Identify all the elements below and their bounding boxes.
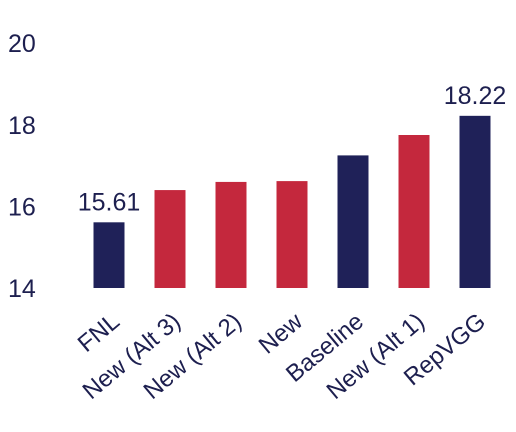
- bar: [276, 181, 308, 288]
- y-axis-tick-labels: 14 16 18 20: [8, 30, 36, 303]
- bar: [459, 115, 491, 288]
- y-tick-label: 14: [8, 275, 36, 303]
- y-tick-label: 20: [8, 30, 36, 58]
- data-label: 15.61: [78, 188, 141, 216]
- bar: [337, 155, 369, 288]
- data-label: 18.22: [444, 82, 507, 110]
- bar: [215, 181, 247, 288]
- y-tick-label: 16: [8, 193, 36, 221]
- bar: [154, 190, 186, 288]
- bar: [398, 135, 430, 288]
- data-labels: 15.61 18.22: [78, 82, 507, 216]
- y-tick-label: 18: [8, 112, 36, 140]
- bars: [93, 115, 491, 288]
- bar: [93, 222, 125, 288]
